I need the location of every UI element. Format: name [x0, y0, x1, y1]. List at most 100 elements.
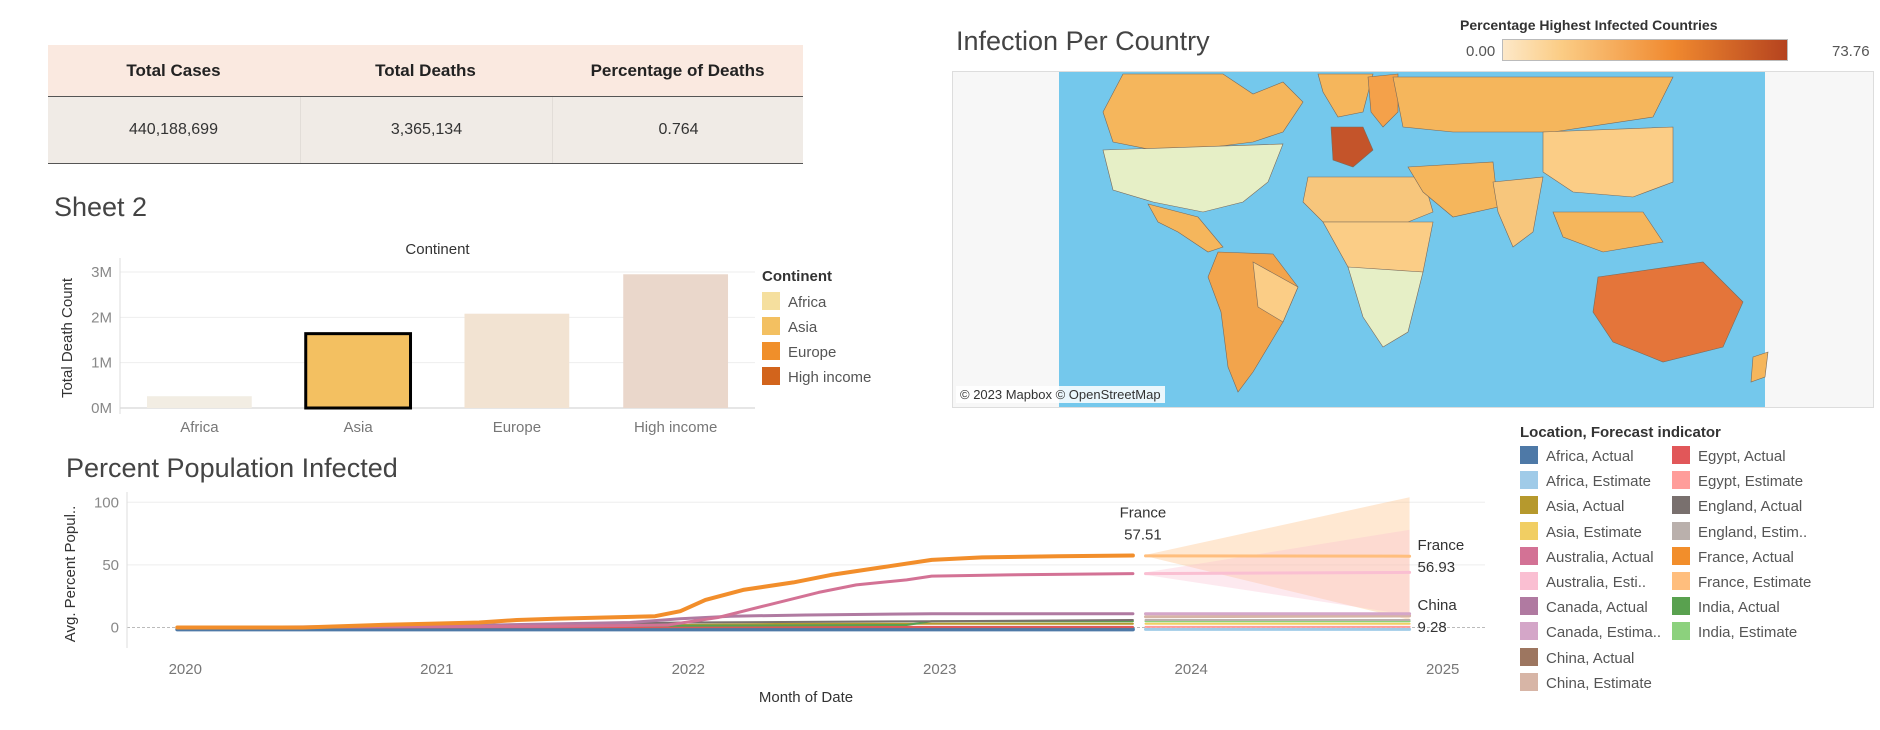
kpi-table: Total Cases Total Deaths Percentage of D… — [48, 45, 803, 164]
kpi-header-percentage-deaths: Percentage of Deaths — [590, 60, 765, 80]
map-region-africa-north — [1302, 176, 1434, 223]
location-legend-item-china-actual[interactable]: China, Actual — [1520, 647, 1635, 667]
map-color-legend-title: Percentage Highest Infected Countries — [1460, 17, 1718, 33]
bar-africa — [146, 396, 252, 408]
legend-swatch — [762, 367, 780, 385]
legend-label: Canada, Actual — [1546, 599, 1648, 617]
map-region-usa — [1102, 143, 1284, 213]
map-title: Infection Per Country — [956, 26, 1210, 56]
legend-label: China, Estimate — [1546, 674, 1652, 692]
percent-infected-line-chart: 0 50 100 2020 2021 2022 2023 2024 2025 Month of D… — [62, 492, 1485, 706]
line-ytick-label: 0 — [111, 619, 119, 636]
location-legend: Location, Forecast indicator Africa, Act… — [1518, 424, 1880, 704]
kpi-value-total-deaths[interactable]: 3,365,134 — [300, 97, 552, 163]
line-xtick-label: 2020 — [169, 661, 202, 678]
map-region-north-america-north — [1102, 73, 1304, 151]
death-count-bar-chart: Continent 0M 1M 2M 3M Total Death Count Africa… — [59, 241, 755, 436]
location-legend-item-china-estimate[interactable]: China, Estimate — [1520, 672, 1652, 692]
legend-swatch — [1672, 622, 1690, 641]
continent-legend-item-europe[interactable]: Europe — [762, 342, 836, 361]
map-region-south-america-east — [1252, 261, 1299, 323]
map-region-asia-east — [1542, 126, 1674, 198]
kpi-header-total-deaths: Total Deaths — [375, 60, 476, 80]
continent-legend-item-africa[interactable]: Africa — [762, 292, 826, 311]
legend-label: Asia — [788, 319, 818, 336]
line-xtick-label: 2023 — [923, 661, 956, 678]
legend-label: Europe — [788, 344, 837, 361]
legend-label: England, Estim.. — [1698, 523, 1808, 541]
location-legend-item-france-estimate[interactable]: France, Estimate — [1672, 572, 1811, 591]
line-xtick-label: 2024 — [1175, 661, 1208, 678]
line-xtick-label: 2022 — [672, 661, 705, 678]
legend-label: Africa — [788, 294, 827, 311]
legend-swatch — [1520, 521, 1538, 540]
legend-label: Egypt, Estimate — [1698, 473, 1804, 491]
location-legend-item-africa-actual[interactable]: Africa, Actual — [1520, 446, 1634, 465]
legend-swatch — [1672, 572, 1690, 590]
line-ytick-label: 100 — [94, 494, 119, 511]
location-legend-item-asia-estimate[interactable]: Asia, Estimate — [1520, 521, 1642, 541]
legend-swatch — [1672, 496, 1690, 515]
location-legend-item-australia-esti[interactable]: Australia, Esti.. — [1520, 572, 1646, 591]
map-region-mexico-central — [1147, 203, 1224, 253]
legend-label: Australia, Esti.. — [1546, 574, 1647, 591]
location-legend-item-australia-actual[interactable]: Australia, Actual — [1520, 546, 1654, 566]
legend-swatch — [1520, 597, 1538, 616]
kpi-value-row[interactable]: 440,188,699 3,365,134 0.764 — [48, 97, 803, 164]
location-legend-item-india-actual[interactable]: India, Actual — [1672, 597, 1780, 616]
legend-label: Egypt, Actual — [1698, 448, 1786, 465]
location-legend-item-asia-actual[interactable]: Asia, Actual — [1520, 496, 1624, 515]
series-france-actual — [175, 553, 1135, 630]
location-legend-item-canada-estima[interactable]: Canada, Estima.. — [1520, 622, 1661, 641]
legend-swatch — [1520, 446, 1538, 464]
annotation-label-2: China — [1418, 597, 1458, 614]
continent-legend-title: Continent — [762, 268, 832, 285]
legend-swatch — [1672, 597, 1690, 616]
legend-swatch — [762, 292, 780, 310]
map-region-middle-east — [1407, 161, 1499, 218]
map-region-europe-west — [1330, 126, 1374, 168]
location-legend-item-england-estim[interactable]: England, Estim.. — [1672, 521, 1808, 541]
kpi-header-row: Total Cases Total Deaths Percentage of D… — [48, 45, 803, 97]
forecast-band-0 — [1145, 497, 1410, 620]
legend-label: India, Actual — [1698, 599, 1780, 617]
legend-swatch — [1520, 546, 1538, 565]
legend-swatch — [1520, 496, 1538, 515]
legend-label: High income — [788, 369, 872, 386]
location-legend-item-egypt-estimate[interactable]: Egypt, Estimate — [1672, 471, 1803, 490]
location-legend-item-egypt-actual[interactable]: Egypt, Actual — [1672, 446, 1786, 465]
line-xlabel: Month of Date — [759, 689, 853, 706]
legend-swatch — [1672, 471, 1690, 490]
bar-ytick-label: 2M — [91, 309, 112, 326]
bar-xtick-label: Africa — [180, 419, 219, 436]
location-legend-item-india-estimate[interactable]: India, Estimate — [1672, 622, 1797, 641]
annotation-value-1: 56.93 — [1418, 559, 1456, 576]
location-legend-item-england-actual[interactable]: England, Actual — [1672, 496, 1802, 515]
bar-ytick-label: 1M — [91, 355, 112, 372]
world-map[interactable] — [953, 72, 1873, 407]
annotation-label-1: France — [1418, 537, 1465, 554]
legend-swatch — [1520, 622, 1538, 641]
kpi-header-total-cases: Total Cases — [126, 60, 221, 80]
map-color-min: 0.00 — [1466, 43, 1496, 60]
continent-legend-item-asia[interactable]: Asia — [762, 317, 817, 336]
map-region-southeast-asia — [1552, 211, 1664, 253]
legend-label: France, Actual — [1698, 548, 1794, 566]
location-legend-item-africa-estimate[interactable]: Africa, Estimate — [1520, 471, 1651, 490]
line-ylabel: Avg. Percent Popul.. — [62, 506, 79, 642]
map-attribution[interactable]: © 2023 Mapbox © OpenStreetMap — [956, 386, 1165, 403]
line-ytick-label: 50 — [102, 557, 119, 574]
legend-swatch — [1520, 672, 1538, 691]
kpi-value-percentage-deaths[interactable]: 0.764 — [552, 97, 804, 163]
location-legend-item-france-actual[interactable]: France, Actual — [1672, 546, 1794, 566]
infection-map[interactable] — [952, 71, 1874, 408]
continent-legend-item-high-income[interactable]: High income — [762, 367, 871, 386]
location-legend-item-canada-actual[interactable]: Canada, Actual — [1520, 597, 1648, 616]
sheet2-title: Sheet 2 — [54, 192, 148, 222]
kpi-value-total-cases[interactable]: 440,188,699 — [129, 121, 218, 138]
legend-label: China, Actual — [1546, 649, 1635, 667]
map-region-africa-south — [1347, 266, 1424, 348]
bar-asia — [304, 332, 413, 410]
series-australia-actual — [175, 572, 1135, 629]
infected-title: Percent Population Infected — [66, 453, 398, 483]
